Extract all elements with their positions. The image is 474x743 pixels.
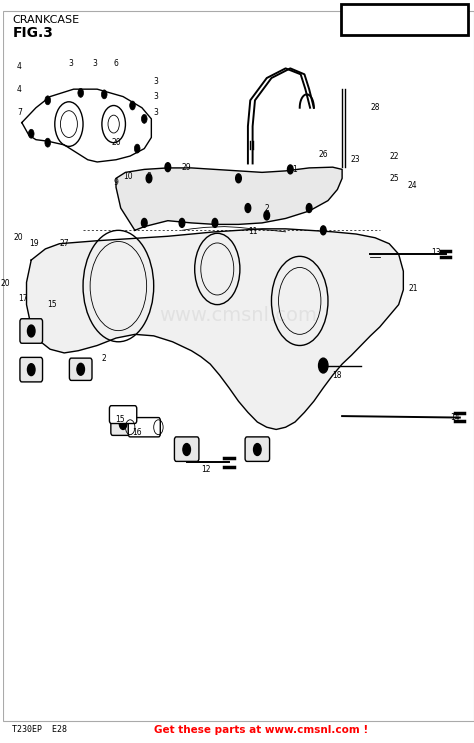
Text: 1: 1 bbox=[292, 165, 297, 174]
Text: T230EP  E28: T230EP E28 bbox=[12, 725, 67, 734]
FancyBboxPatch shape bbox=[111, 411, 136, 435]
Circle shape bbox=[306, 204, 312, 212]
Text: 27: 27 bbox=[319, 360, 328, 369]
Text: 23: 23 bbox=[350, 155, 360, 163]
Text: 28: 28 bbox=[370, 103, 380, 112]
Circle shape bbox=[45, 96, 51, 105]
Text: CRANKCASE: CRANKCASE bbox=[12, 15, 80, 25]
Text: 25: 25 bbox=[389, 174, 399, 183]
Text: 7: 7 bbox=[17, 108, 22, 117]
Text: www.cmsnl.com: www.cmsnl.com bbox=[160, 306, 318, 325]
Text: 12: 12 bbox=[201, 465, 210, 474]
Circle shape bbox=[27, 325, 35, 337]
Circle shape bbox=[141, 114, 147, 123]
Polygon shape bbox=[116, 167, 342, 230]
Text: 18: 18 bbox=[333, 372, 342, 380]
Text: 4: 4 bbox=[17, 85, 22, 94]
Circle shape bbox=[287, 165, 293, 174]
Text: 21: 21 bbox=[408, 284, 418, 293]
Text: Get these parts at www.cmsnl.com !: Get these parts at www.cmsnl.com ! bbox=[154, 724, 368, 735]
Text: 6: 6 bbox=[114, 59, 118, 68]
Text: 3: 3 bbox=[154, 108, 158, 117]
Text: 26: 26 bbox=[319, 150, 328, 159]
Text: 3: 3 bbox=[154, 77, 158, 86]
Polygon shape bbox=[27, 229, 403, 429]
Circle shape bbox=[319, 358, 328, 373]
Circle shape bbox=[146, 174, 152, 183]
Circle shape bbox=[183, 444, 191, 455]
Text: 16: 16 bbox=[132, 428, 142, 437]
Text: 11: 11 bbox=[248, 227, 257, 236]
Circle shape bbox=[141, 218, 147, 227]
Text: 10: 10 bbox=[123, 172, 133, 181]
FancyBboxPatch shape bbox=[109, 406, 137, 424]
Circle shape bbox=[45, 138, 51, 147]
Text: 19: 19 bbox=[29, 239, 38, 248]
FancyBboxPatch shape bbox=[20, 357, 43, 382]
Text: FIG.3: FIG.3 bbox=[12, 26, 53, 40]
Text: 22: 22 bbox=[389, 152, 399, 160]
Text: 15: 15 bbox=[115, 415, 125, 424]
FancyBboxPatch shape bbox=[174, 437, 199, 461]
Text: 3: 3 bbox=[69, 59, 74, 68]
Text: 20: 20 bbox=[13, 233, 23, 242]
Text: 14: 14 bbox=[450, 413, 460, 422]
Text: 3: 3 bbox=[92, 59, 97, 68]
Circle shape bbox=[254, 444, 261, 455]
Circle shape bbox=[179, 218, 185, 227]
Circle shape bbox=[78, 88, 83, 97]
Text: 2: 2 bbox=[102, 354, 107, 363]
Text: 20: 20 bbox=[0, 279, 10, 288]
FancyBboxPatch shape bbox=[20, 319, 43, 343]
Text: 17: 17 bbox=[18, 294, 27, 303]
Circle shape bbox=[101, 90, 107, 99]
Text: 3: 3 bbox=[154, 92, 158, 101]
Text: B - 4: B - 4 bbox=[380, 10, 429, 29]
Circle shape bbox=[236, 174, 241, 183]
Circle shape bbox=[212, 218, 218, 227]
Circle shape bbox=[119, 418, 127, 429]
FancyBboxPatch shape bbox=[245, 437, 270, 461]
Circle shape bbox=[245, 204, 251, 212]
Text: 9: 9 bbox=[114, 178, 118, 187]
Text: 2: 2 bbox=[264, 204, 269, 212]
Text: 24: 24 bbox=[408, 181, 418, 190]
Circle shape bbox=[77, 363, 84, 375]
FancyBboxPatch shape bbox=[341, 4, 468, 35]
Circle shape bbox=[28, 129, 34, 138]
Circle shape bbox=[320, 226, 326, 235]
Text: 27: 27 bbox=[59, 239, 69, 248]
Circle shape bbox=[165, 163, 171, 172]
Text: 13: 13 bbox=[431, 248, 441, 257]
Text: 8: 8 bbox=[146, 172, 151, 181]
Text: 4: 4 bbox=[17, 62, 22, 71]
Circle shape bbox=[130, 101, 136, 110]
Text: 15: 15 bbox=[47, 300, 57, 309]
FancyBboxPatch shape bbox=[69, 358, 92, 380]
Circle shape bbox=[27, 363, 35, 376]
Text: 29: 29 bbox=[182, 163, 191, 172]
Text: 20: 20 bbox=[111, 138, 121, 147]
Circle shape bbox=[264, 211, 270, 220]
Circle shape bbox=[135, 144, 140, 153]
FancyBboxPatch shape bbox=[128, 418, 160, 437]
